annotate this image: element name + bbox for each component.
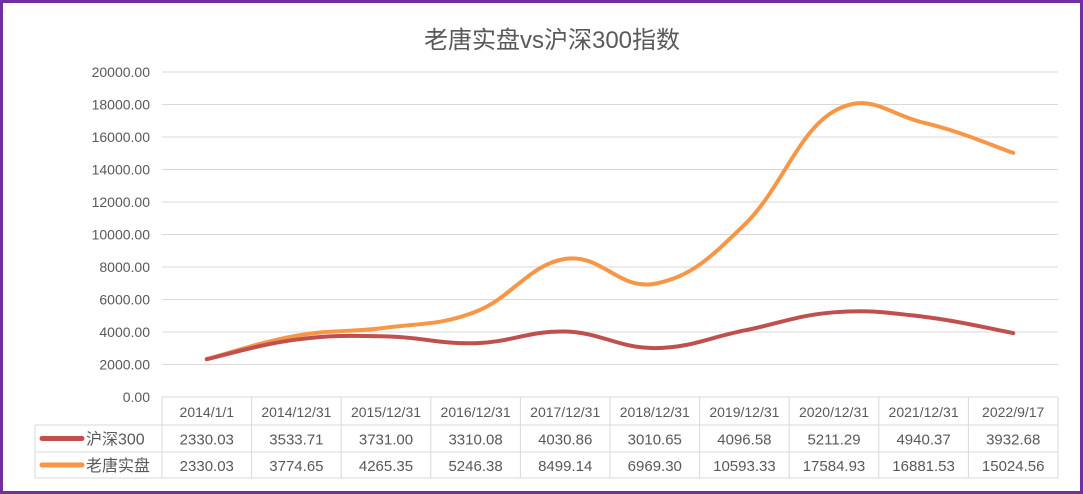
legend-label: 老唐实盘 [86, 456, 150, 475]
x-tick-label: 2018/12/31 [620, 404, 690, 420]
y-tick-label: 16000.00 [92, 129, 151, 145]
series-line-沪深300 [204, 309, 1016, 362]
data-table-cell: 5246.38 [448, 458, 502, 475]
data-table-cell: 10593.33 [713, 458, 776, 475]
y-tick-label: 12000.00 [92, 194, 151, 210]
data-table-cell: 2330.03 [180, 458, 234, 475]
y-tick-label: 10000.00 [92, 227, 151, 243]
data-table-cell: 16881.53 [892, 458, 955, 475]
x-tick-label: 2022/9/17 [982, 404, 1044, 420]
data-table-cell: 3731.00 [359, 432, 413, 449]
x-tick-label: 2020/12/31 [799, 404, 869, 420]
y-tick-label: 18000.00 [92, 97, 151, 113]
data-table-cell: 6969.30 [628, 458, 682, 475]
y-tick-label: 2000.00 [99, 357, 150, 373]
data-table-cell: 15024.56 [982, 458, 1045, 475]
y-tick-label: 6000.00 [99, 292, 150, 308]
y-tick-label: 20000.00 [92, 64, 151, 80]
x-tick-label: 2021/12/31 [889, 404, 959, 420]
data-table-cell: 5211.29 [807, 432, 860, 449]
x-tick-label: 2016/12/31 [441, 404, 511, 420]
x-tick-label: 2015/12/31 [351, 404, 421, 420]
x-tick-label: 2014/12/31 [261, 404, 331, 420]
y-tick-label: 0.00 [123, 389, 150, 405]
data-table-cell: 2330.03 [180, 432, 234, 449]
data-table-cell: 3932.68 [986, 432, 1040, 449]
data-table-cell: 4265.35 [359, 458, 413, 475]
data-table-cell: 8499.14 [538, 458, 592, 475]
data-table-cell: 3533.71 [269, 432, 323, 449]
series-line-老唐实盘 [204, 101, 1016, 362]
y-tick-label: 14000.00 [92, 162, 151, 178]
x-tick-label: 2017/12/31 [530, 404, 600, 420]
x-tick-label: 2014/1/1 [180, 404, 235, 420]
data-table-cell: 4030.86 [538, 432, 592, 449]
data-table-cell: 3010.65 [628, 432, 682, 449]
legend-label: 沪深300 [86, 431, 145, 449]
data-table-cell: 4096.58 [717, 432, 771, 449]
y-tick-label: 8000.00 [99, 259, 150, 275]
data-table-cell: 3774.65 [269, 458, 323, 475]
y-tick-label: 4000.00 [99, 324, 150, 340]
data-table-cell: 17584.93 [803, 458, 866, 475]
data-table-cell: 3310.08 [448, 432, 502, 449]
x-tick-label: 2019/12/31 [709, 404, 779, 420]
data-table-cell: 4940.37 [896, 432, 950, 449]
chart-title: 老唐实盘vs沪深300指数 [424, 27, 680, 54]
